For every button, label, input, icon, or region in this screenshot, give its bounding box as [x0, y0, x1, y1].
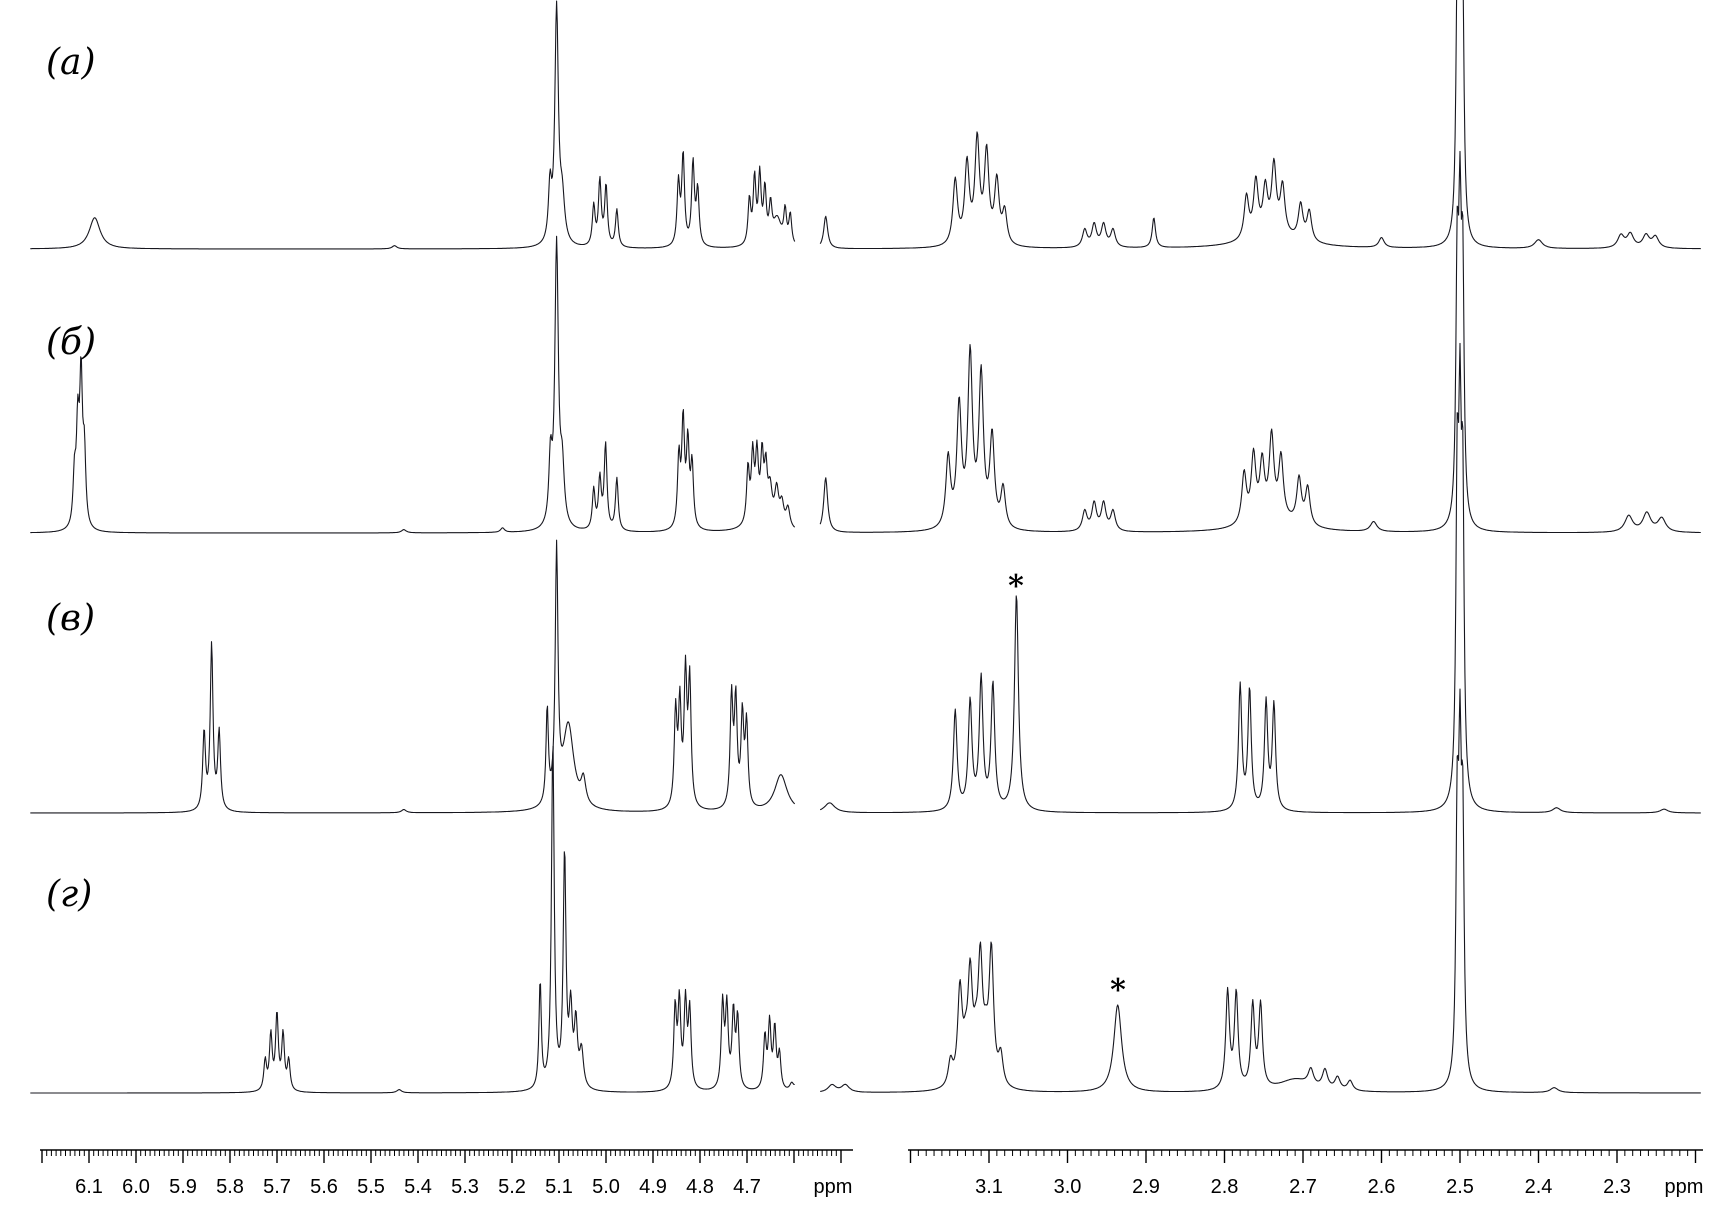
axis-tick-label-right: 2.9 — [1132, 1176, 1160, 1198]
axis-tick-label-left: 5.2 — [498, 1176, 526, 1198]
axis-tick-label-right: 3.1 — [975, 1176, 1003, 1198]
axis-tick-label-right: 3.0 — [1054, 1176, 1082, 1198]
axis-tick-label-left: 6.1 — [75, 1176, 103, 1198]
axis-tick-label-right: 2.3 — [1603, 1176, 1631, 1198]
axis-tick-label-left: 4.9 — [639, 1176, 667, 1198]
axis-tick-label-left: 5.9 — [169, 1176, 197, 1198]
axis-tick-label-right: 2.7 — [1289, 1176, 1317, 1198]
spectrum-trace-g-right — [820, 688, 1701, 1094]
axis-tick-label-left: 5.4 — [404, 1176, 432, 1198]
row-label-b: (б) — [46, 322, 96, 363]
spectrum-trace-a-left — [30, 0, 796, 250]
row-label-v: (в) — [46, 598, 95, 639]
axis-tick-label-left: 5.3 — [451, 1176, 479, 1198]
axis-tick-label-left: 5.5 — [357, 1176, 385, 1198]
axis-tick-label-left: 4.7 — [733, 1176, 761, 1198]
axis-tick-label-left: 6.0 — [122, 1176, 150, 1198]
spectrum-trace-v-left — [30, 539, 796, 814]
axis-tick-label-right: 2.8 — [1211, 1176, 1239, 1198]
spectrum-trace-b-left — [30, 235, 796, 534]
axis-tick-label-right: 2.5 — [1446, 1176, 1474, 1198]
asterisk-marker-v: * — [1008, 569, 1024, 604]
axis-unit-label-right: ppm — [1665, 1176, 1704, 1198]
axis-tick-label-left: 5.0 — [592, 1176, 620, 1198]
row-label-a: (а) — [46, 42, 96, 83]
axis-tick-label-left: 5.8 — [216, 1176, 244, 1198]
axis-tick-label-left: 5.1 — [545, 1176, 573, 1198]
spectrum-trace-v-right — [819, 342, 1701, 814]
spectrum-trace-g-left — [30, 745, 795, 1094]
axis-tick-label-left: 4.8 — [686, 1176, 714, 1198]
asterisk-marker-g: * — [1110, 973, 1126, 1008]
row-label-g: (г) — [46, 874, 92, 915]
axis-tick-label-left: 5.7 — [263, 1176, 291, 1198]
spectrum-trace-b-right — [819, 150, 1701, 534]
axis-tick-label-right: 2.4 — [1525, 1176, 1553, 1198]
axis-tick-label-right: 2.6 — [1368, 1176, 1396, 1198]
spectrum-trace-a-right — [819, 0, 1701, 250]
axis-tick-label-left: 5.6 — [310, 1176, 338, 1198]
axis-unit-label-left: ppm — [814, 1176, 853, 1198]
